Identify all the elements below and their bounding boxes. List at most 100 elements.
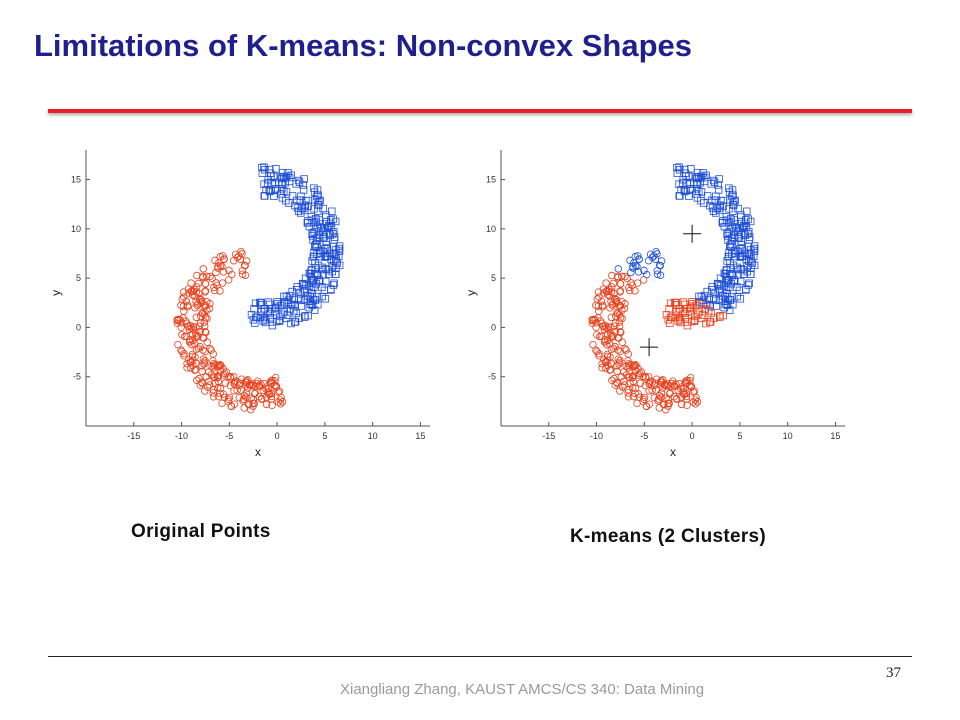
original-circle-point	[180, 352, 188, 360]
kmeans-x-tick-label: -15	[542, 431, 555, 441]
kmeans-square-point	[732, 225, 741, 233]
original-square-point	[331, 217, 340, 226]
kmeans-circle-point	[614, 355, 623, 363]
original-square-point	[256, 311, 265, 320]
kmeans-square-point	[700, 177, 709, 186]
original-circle-point	[271, 373, 280, 382]
original-circle-point	[235, 393, 243, 402]
kmeans-x-axis-label: x	[670, 445, 676, 459]
kmeans-circle-point	[614, 309, 622, 318]
kmeans-square-point	[675, 163, 683, 171]
kmeans-circle-point	[620, 368, 628, 376]
kmeans-y-tick-label: -5	[488, 372, 496, 382]
original-square-point	[285, 173, 294, 182]
kmeans-circle-point	[615, 360, 623, 368]
original-square-point	[285, 177, 294, 186]
original-circle-point	[192, 297, 200, 306]
kmeans-square-point	[729, 191, 737, 199]
original-circle-point	[199, 333, 207, 342]
kmeans-circle-point	[614, 265, 622, 273]
kmeans-y-axis-label: y	[464, 290, 478, 296]
kmeans-circle-point	[635, 255, 643, 263]
kmeans-circle-point	[608, 333, 616, 341]
original-square-point	[271, 186, 279, 194]
original-square-point	[320, 233, 328, 241]
kmeans-square-point	[710, 294, 718, 302]
kmeans-circle-point	[640, 393, 649, 402]
kmeans-circle-point	[625, 373, 634, 382]
kmeans-circle-point	[606, 329, 615, 337]
kmeans-square-point	[716, 286, 724, 295]
kmeans-y-tick-label: 10	[486, 224, 496, 234]
original-square-point	[247, 311, 256, 319]
original-circle-point	[183, 303, 192, 311]
original-circle-point	[219, 268, 228, 276]
kmeans-square-point	[715, 175, 723, 183]
kmeans-square-point	[722, 265, 731, 274]
original-square-point	[313, 271, 321, 280]
original-square-point	[307, 266, 315, 275]
kmeans-circle-point	[611, 381, 619, 389]
kmeans-circle-point	[617, 373, 625, 381]
original-circle-point	[188, 350, 197, 359]
original-square-point	[271, 308, 279, 316]
original-square-point	[295, 294, 303, 302]
original-circle-point	[225, 266, 233, 275]
original-x-axis-label: x	[255, 445, 261, 459]
kmeans-circle-point	[662, 394, 670, 403]
original-x-tick-label: 15	[415, 431, 425, 441]
original-circle-point	[229, 372, 238, 381]
original-circle-point	[242, 389, 251, 397]
kmeans-circle-point	[654, 395, 663, 404]
kmeans-circle-point	[637, 368, 645, 376]
original-circle-point	[220, 393, 229, 401]
original-square-point	[251, 299, 260, 308]
kmeans-circle-point	[664, 381, 673, 390]
original-square-point	[319, 204, 327, 213]
original-square-point	[291, 318, 299, 326]
kmeans-square-point	[687, 303, 695, 312]
kmeans-circle-point	[624, 364, 632, 372]
original-circle-point	[191, 329, 200, 337]
kmeans-square-point	[722, 277, 730, 285]
original-circle-point	[212, 268, 220, 277]
kmeans-circle-point	[593, 331, 601, 339]
original-square-point	[261, 318, 270, 327]
original-circle-point	[199, 265, 207, 273]
original-circle-point	[224, 276, 233, 284]
kmeans-circle-point	[601, 335, 609, 344]
kmeans-square-point	[733, 263, 742, 272]
original-circle-point	[181, 317, 190, 325]
original-circle-point	[241, 261, 249, 270]
kmeans-x-tick-label: -10	[590, 431, 603, 441]
original-square-point	[264, 298, 273, 306]
kmeans-square-point	[714, 181, 722, 189]
original-circle-point	[237, 375, 246, 383]
original-circle-point	[192, 313, 201, 322]
original-circle-point	[262, 385, 270, 393]
original-circle-point	[183, 360, 191, 368]
original-circle-point	[215, 362, 224, 370]
original-circle-point	[274, 388, 282, 396]
original-circle-point	[185, 325, 194, 334]
original-square-point	[322, 213, 330, 221]
original-square-point	[321, 224, 329, 232]
kmeans-square-point	[725, 306, 734, 314]
original-circle-point	[193, 333, 201, 341]
kmeans-square-point	[736, 224, 744, 232]
kmeans-square-point	[729, 207, 737, 215]
kmeans-square-point	[662, 311, 671, 319]
kmeans-square-point	[703, 192, 712, 200]
original-circle-point	[178, 295, 186, 303]
original-x-tick-label: -15	[127, 431, 140, 441]
kmeans-circle-point	[600, 325, 609, 334]
original-square-point	[300, 284, 308, 293]
original-circle-point	[226, 381, 234, 390]
kmeans-square-point	[697, 196, 705, 205]
kmeans-circle-point	[616, 288, 624, 296]
kmeans-circle-point	[644, 372, 653, 381]
original-circle-point	[210, 373, 219, 382]
kmeans-circle-point	[606, 292, 614, 301]
kmeans-circle-point	[623, 274, 631, 283]
original-circle-point	[211, 286, 219, 295]
